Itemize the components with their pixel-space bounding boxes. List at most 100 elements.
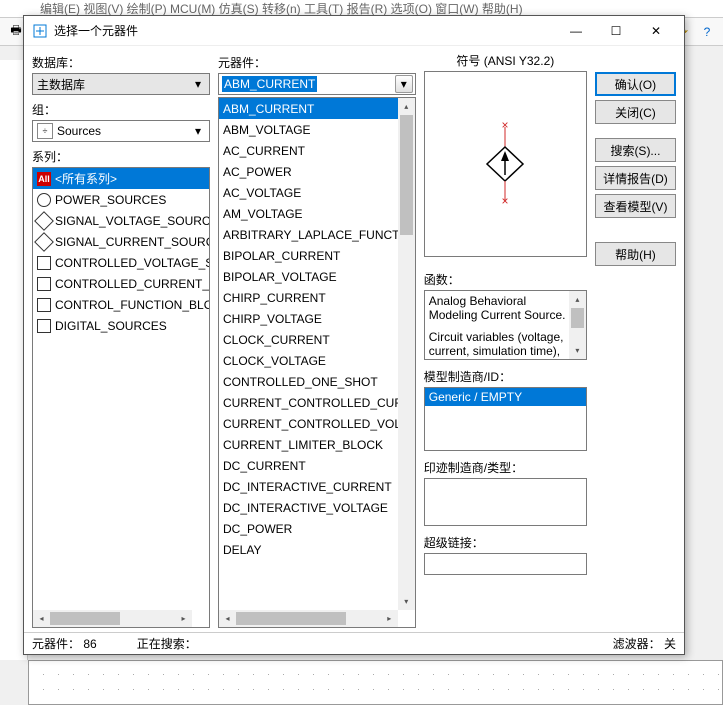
component-item[interactable]: ABM_VOLTAGE [219,119,398,140]
series-item[interactable]: SIGNAL_VOLTAGE_SOURCES [33,210,209,231]
component-item[interactable]: CHIRP_CURRENT [219,287,398,308]
series-label: 系列： [32,148,210,165]
component-symbol-icon: × × [475,119,535,209]
series-item-label: POWER_SOURCES [55,193,166,207]
component-item[interactable]: CURRENT_LIMITER_BLOCK [219,434,398,455]
sq-icon [37,298,51,312]
series-item-label: DIGITAL_SOURCES [55,319,167,333]
svg-text:×: × [502,194,509,208]
function-text: Analog Behavioral Modeling Current Sourc… [429,294,566,322]
dropdown-icon[interactable]: ▾ [395,75,413,93]
footprint-label: 印迹制造商/类型： [424,459,587,476]
scroll-right-icon[interactable]: ▸ [381,610,398,627]
help-button[interactable]: 帮助(H) [595,242,676,266]
app-icon [32,23,48,39]
component-label: 元器件： [218,54,416,71]
symbol-preview: × × [424,71,587,257]
series-item[interactable]: SIGNAL_CURRENT_SOURCES [33,231,209,252]
source-icon: ÷ [37,123,53,139]
series-listbox[interactable]: All<所有系列> POWER_SOURCES SIGNAL_VOLTAGE_SOU… [32,167,210,628]
sq-icon [37,256,51,270]
group-combo[interactable]: ÷ Sources ▾ [32,120,210,142]
scroll-thumb[interactable] [571,308,584,328]
status-filter: 滤波器： 关 [613,635,676,652]
component-item[interactable]: AC_POWER [219,161,398,182]
component-item[interactable]: BIPOLAR_CURRENT [219,245,398,266]
view-model-button[interactable]: 查看模型(V) [595,194,676,218]
database-value: 主数据库 [37,76,85,93]
series-item-label: SIGNAL_CURRENT_SOURCES [55,235,209,249]
component-item[interactable]: AC_VOLTAGE [219,182,398,203]
scroll-thumb[interactable] [400,115,413,235]
component-item[interactable]: CURRENT_CONTROLLED_CURRENT [219,392,398,413]
maximize-button[interactable]: ☐ [596,17,636,45]
component-input[interactable]: ABM_CURRENT ▾ [218,73,416,95]
chevron-down-icon: ▾ [189,122,207,140]
close-dialog-button[interactable]: 关闭(C) [595,100,676,124]
left-column: 数据库： 主数据库 ▾ 组： ÷ Sources ▾ 系列： All<所有系列>… [32,52,210,628]
hyperlink-label: 超级链接： [424,534,587,551]
series-item[interactable]: CONTROL_FUNCTION_BLOCKS [33,294,209,315]
component-item[interactable]: DC_INTERACTIVE_VOLTAGE [219,497,398,518]
component-listbox[interactable]: ABM_CURRENTABM_VOLTAGEAC_CURRENTAC_POWER… [218,97,416,628]
component-item[interactable]: DC_INTERACTIVE_CURRENT [219,476,398,497]
scrollbar-horizontal[interactable]: ◂ ▸ [219,610,398,627]
close-button[interactable]: ✕ [636,17,676,45]
ok-button[interactable]: 确认(O) [595,72,676,96]
scroll-left-icon[interactable]: ◂ [219,610,236,627]
report-button[interactable]: 详情报告(D) [595,166,676,190]
component-item[interactable]: DC_CURRENT [219,455,398,476]
scroll-right-icon[interactable]: ▸ [175,610,192,627]
scroll-down-icon[interactable]: ▾ [398,593,415,610]
scrollbar-vertical[interactable]: ▴ ▾ [398,98,415,610]
component-item[interactable]: DC_POWER [219,518,398,539]
preview-column: 符号 (ANSI Y32.2) × × 函数： Analog Behaviora… [424,52,587,628]
statusbar: 元器件： 86 正在搜索： 滤波器： 关 [24,632,684,654]
component-item[interactable]: AC_CURRENT [219,140,398,161]
help-icon: ? [697,22,717,42]
component-item[interactable]: CLOCK_CURRENT [219,329,398,350]
scrollbar-horizontal[interactable]: ◂ ▸ [33,610,192,627]
model-listbox[interactable]: Generic / EMPTY [424,387,587,451]
group-label: 组： [32,101,210,118]
hyperlink-textbox[interactable] [424,553,587,575]
component-item[interactable]: DELAY [219,539,398,560]
component-item[interactable]: CHIRP_VOLTAGE [219,308,398,329]
scrollbar-vertical[interactable]: ▴ ▾ [569,291,586,359]
circ-icon [37,193,51,207]
component-item[interactable]: CONTROLLED_ONE_SHOT [219,371,398,392]
scroll-thumb[interactable] [50,612,120,625]
middle-column: 元器件： ABM_CURRENT ▾ ABM_CURRENTABM_VOLTAG… [218,52,416,628]
chevron-down-icon: ▾ [189,75,207,93]
series-item[interactable]: POWER_SOURCES [33,189,209,210]
component-item[interactable]: CURRENT_CONTROLLED_VOLTAGE [219,413,398,434]
diam-icon [34,232,54,252]
series-item[interactable]: CONTROLLED_VOLTAGE_SOURCES [33,252,209,273]
database-combo[interactable]: 主数据库 ▾ [32,73,210,95]
scroll-up-icon[interactable]: ▴ [569,291,586,308]
component-item[interactable]: BIPOLAR_VOLTAGE [219,266,398,287]
model-row[interactable]: Generic / EMPTY [425,388,586,406]
database-label: 数据库： [32,54,210,71]
sq-icon [37,319,51,333]
component-item[interactable]: AM_VOLTAGE [219,203,398,224]
component-item[interactable]: ABM_CURRENT [219,98,398,119]
footprint-listbox[interactable] [424,478,587,526]
sq-icon [37,277,51,291]
svg-text:×: × [502,119,509,132]
diam-icon [34,211,54,231]
series-item[interactable]: All<所有系列> [33,168,209,189]
scroll-thumb[interactable] [236,612,346,625]
component-item[interactable]: CLOCK_VOLTAGE [219,350,398,371]
group-value: Sources [57,124,101,138]
series-item[interactable]: DIGITAL_SOURCES [33,315,209,336]
search-button[interactable]: 搜索(S)... [595,138,676,162]
background-canvas [28,660,723,705]
scroll-down-icon[interactable]: ▾ [569,342,586,359]
minimize-button[interactable]: — [556,17,596,45]
scroll-left-icon[interactable]: ◂ [33,610,50,627]
series-item-label: CONTROL_FUNCTION_BLOCKS [55,298,209,312]
series-item[interactable]: CONTROLLED_CURRENT_SOURCES [33,273,209,294]
component-item[interactable]: ARBITRARY_LAPLACE_FUNCTION [219,224,398,245]
scroll-up-icon[interactable]: ▴ [398,98,415,115]
